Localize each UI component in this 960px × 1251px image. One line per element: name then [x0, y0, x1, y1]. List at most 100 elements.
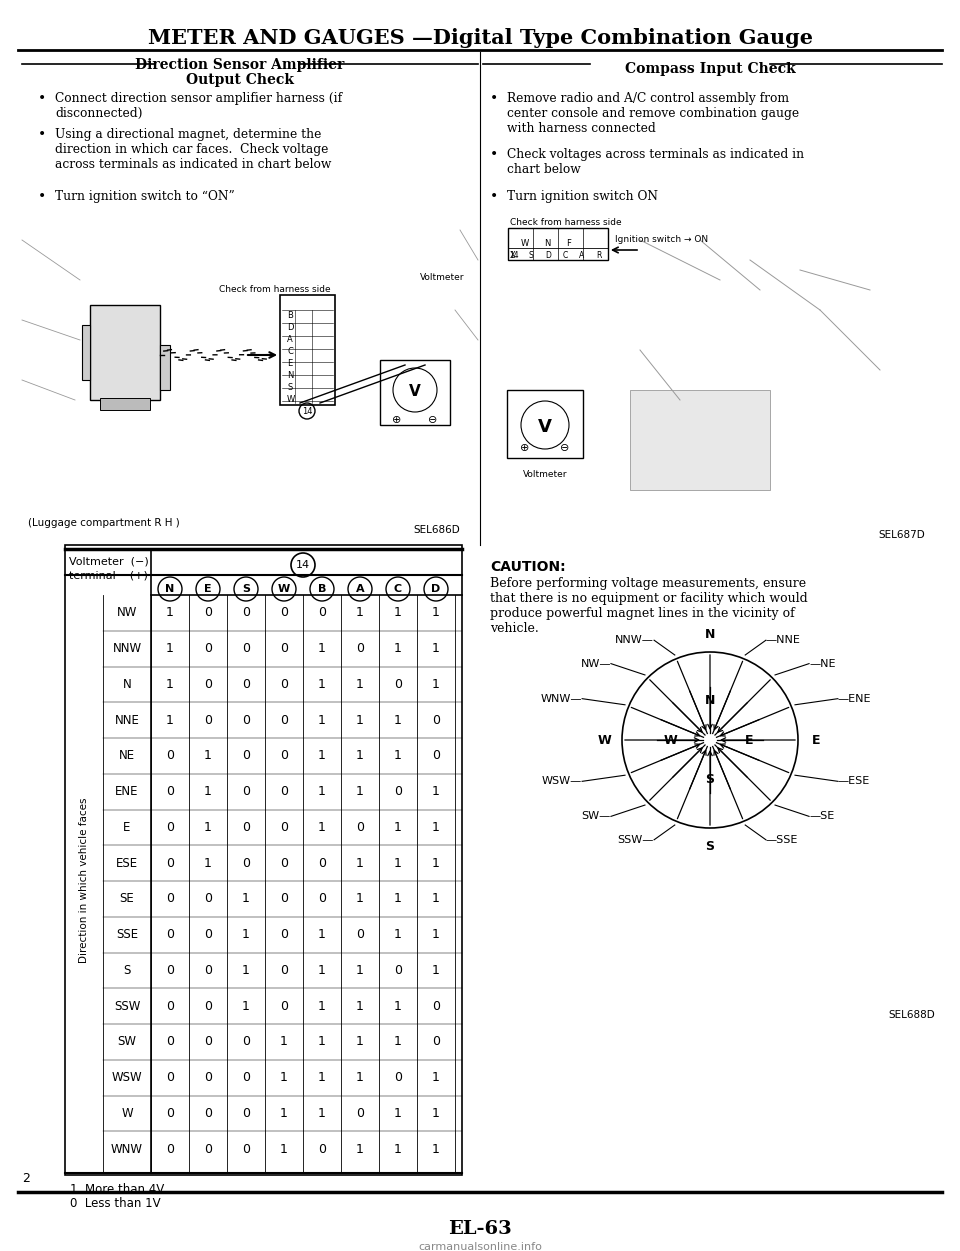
Text: 1: 1: [356, 892, 364, 906]
Text: 0: 0: [166, 1142, 174, 1156]
Text: 0  Less than 1V: 0 Less than 1V: [70, 1197, 160, 1210]
Text: 0: 0: [318, 607, 326, 619]
Text: 1: 1: [204, 821, 212, 834]
Text: •: •: [490, 190, 498, 204]
Text: 1: 1: [432, 786, 440, 798]
Text: 1: 1: [432, 678, 440, 691]
Text: Check from harness side: Check from harness side: [219, 285, 331, 294]
Text: 14: 14: [301, 407, 312, 415]
Text: E: E: [287, 359, 292, 368]
Text: 1: 1: [394, 642, 402, 656]
Text: —ESE: —ESE: [838, 777, 870, 787]
Text: A: A: [580, 251, 585, 260]
Text: N: N: [123, 678, 132, 691]
Text: 0: 0: [166, 963, 174, 977]
Text: 1: 1: [166, 713, 174, 727]
Text: 1: 1: [356, 678, 364, 691]
Text: 0: 0: [204, 1036, 212, 1048]
Text: 0: 0: [280, 821, 288, 834]
Text: ⊕: ⊕: [393, 415, 401, 425]
Text: Output Check: Output Check: [186, 73, 294, 88]
Text: 1: 1: [318, 1107, 326, 1120]
Text: Check from harness side: Check from harness side: [510, 218, 622, 226]
Text: 0: 0: [242, 1107, 250, 1120]
Text: 0: 0: [166, 749, 174, 762]
Text: CAUTION:: CAUTION:: [490, 560, 565, 574]
Text: •: •: [490, 93, 498, 106]
Text: B: B: [287, 310, 293, 319]
Text: 0: 0: [394, 1071, 402, 1085]
Text: W: W: [287, 394, 296, 404]
Text: Before performing voltage measurements, ensure
that there is no equipment or fac: Before performing voltage measurements, …: [490, 577, 807, 636]
Text: 0: 0: [204, 963, 212, 977]
Text: 1: 1: [356, 1000, 364, 1012]
Text: 0: 0: [432, 749, 440, 762]
Text: N: N: [705, 694, 715, 707]
Text: Voltmeter  (−): Voltmeter (−): [69, 557, 149, 567]
Text: 1: 1: [242, 1000, 250, 1012]
Text: 1: 1: [318, 749, 326, 762]
Text: 1: 1: [318, 713, 326, 727]
Text: 0: 0: [280, 892, 288, 906]
Text: W: W: [521, 239, 529, 248]
Text: 1: 1: [394, 607, 402, 619]
Text: 0: 0: [204, 1142, 212, 1156]
Text: 0: 0: [242, 642, 250, 656]
Text: E: E: [812, 733, 820, 747]
Text: 14: 14: [509, 251, 518, 260]
Text: WSW—: WSW—: [541, 777, 582, 787]
Text: 0: 0: [280, 678, 288, 691]
Text: WNW—: WNW—: [540, 693, 582, 703]
Text: 1: 1: [318, 642, 326, 656]
Text: 0: 0: [318, 1142, 326, 1156]
Text: SW: SW: [117, 1036, 136, 1048]
Text: 1: 1: [166, 642, 174, 656]
Text: 1: 1: [242, 963, 250, 977]
Text: •: •: [38, 128, 46, 143]
Text: 0: 0: [166, 1071, 174, 1085]
Text: V: V: [409, 384, 420, 399]
Text: SE: SE: [120, 892, 134, 906]
Bar: [280, 295, 335, 405]
Text: 0: 0: [356, 642, 364, 656]
Text: 0: 0: [166, 857, 174, 869]
Text: 0: 0: [318, 857, 326, 869]
Text: 1: 1: [356, 749, 364, 762]
Text: NNW—: NNW—: [615, 636, 654, 646]
Text: —NNE: —NNE: [766, 636, 801, 646]
Text: 0: 0: [242, 857, 250, 869]
Text: E: E: [204, 584, 212, 594]
Text: 0: 0: [204, 928, 212, 941]
Text: 1: 1: [318, 821, 326, 834]
Text: METER AND GAUGES —Digital Type Combination Gauge: METER AND GAUGES —Digital Type Combinati…: [148, 28, 812, 48]
Text: 1  More than 4V: 1 More than 4V: [70, 1183, 164, 1196]
Text: 1: 1: [394, 1107, 402, 1120]
Text: 1: 1: [356, 607, 364, 619]
Text: 0: 0: [280, 928, 288, 941]
Text: W: W: [663, 733, 677, 747]
Text: NNE: NNE: [114, 713, 139, 727]
Text: 1: 1: [394, 892, 402, 906]
Text: carmanualsonline.info: carmanualsonline.info: [418, 1242, 542, 1251]
Text: 0: 0: [280, 749, 288, 762]
Text: •: •: [38, 190, 46, 204]
Text: E: E: [123, 821, 131, 834]
Text: Turn ignition switch ON: Turn ignition switch ON: [507, 190, 658, 203]
Text: 1: 1: [318, 786, 326, 798]
Text: 0: 0: [242, 678, 250, 691]
Bar: [82, 325, 90, 380]
Bar: [100, 398, 150, 410]
Text: 0: 0: [204, 713, 212, 727]
Text: 0: 0: [394, 786, 402, 798]
Text: NW—: NW—: [581, 658, 611, 668]
Text: 0: 0: [166, 1000, 174, 1012]
Text: 0: 0: [166, 786, 174, 798]
Text: 1: 1: [394, 749, 402, 762]
Text: 0: 0: [242, 1142, 250, 1156]
Text: 0: 0: [242, 607, 250, 619]
Text: terminal    (+): terminal (+): [69, 570, 148, 580]
Text: SW—: SW—: [582, 812, 611, 822]
Text: 1: 1: [432, 1142, 440, 1156]
Text: 1: 1: [204, 749, 212, 762]
Text: 1: 1: [432, 1107, 440, 1120]
